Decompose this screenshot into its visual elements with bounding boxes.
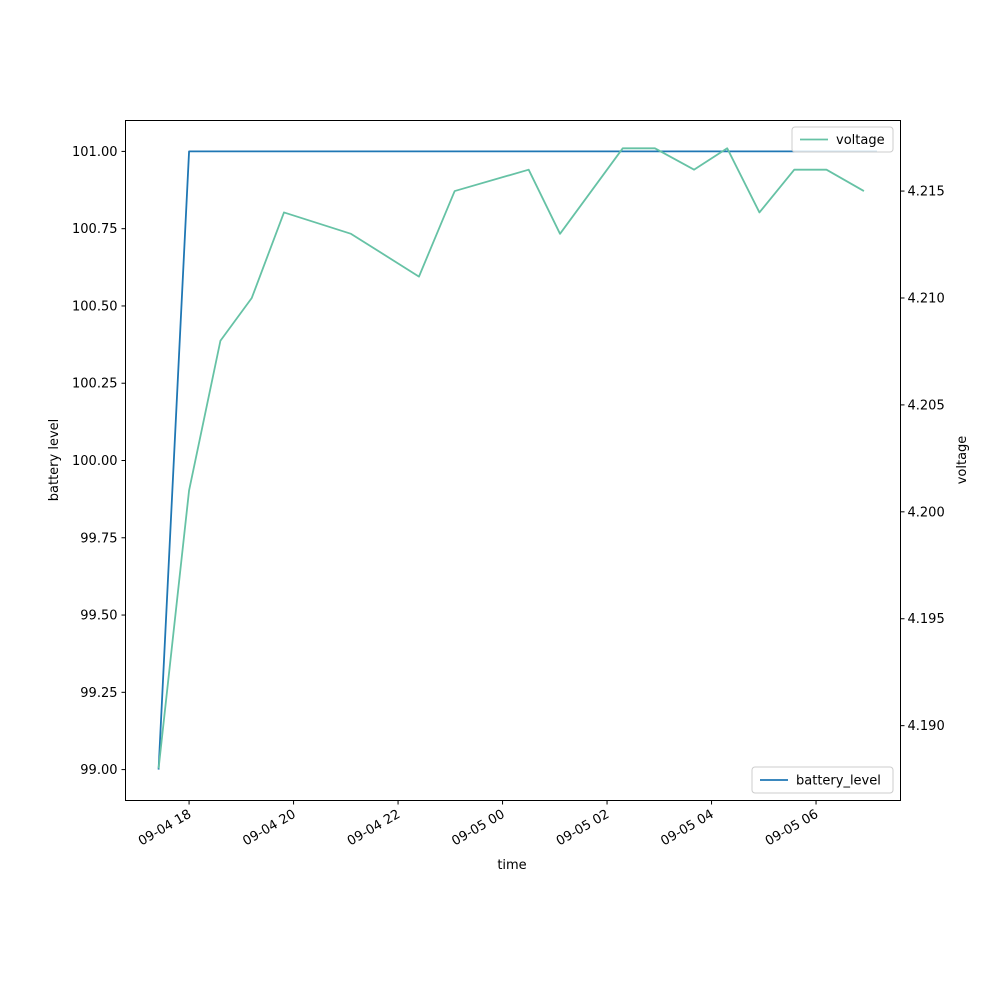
y-left-tick-label: 99.25: [80, 686, 117, 701]
y-axis-right-label: voltage: [955, 436, 970, 485]
y-left-tick-label: 101.00: [72, 145, 118, 160]
plot-frame: [125, 120, 901, 801]
x-tick-label: 09-04 22: [345, 807, 403, 849]
x-tick-label: 09-05 04: [658, 807, 716, 849]
series-line-battery-level: [157, 150, 877, 770]
x-tick-label: 09-04 20: [240, 807, 298, 849]
y-left-tick-label: 100.50: [72, 299, 118, 314]
x-tick-label: 09-04 18: [136, 807, 194, 849]
y-left-tick-label: 100.00: [72, 454, 118, 469]
y-left-tick-label: 100.25: [72, 377, 118, 392]
x-axis-label: time: [497, 858, 526, 873]
y-left-tick-label: 99.75: [80, 531, 117, 546]
legend-label: battery_level: [796, 774, 881, 789]
series-line-voltage: [157, 147, 865, 769]
legend-battery-level: battery_level: [751, 766, 894, 794]
x-tick-label: 09-05 02: [554, 807, 612, 849]
y-left-tick-label: 99.50: [80, 609, 117, 624]
y-axis-left-label: battery level: [47, 419, 62, 502]
x-tick-label: 09-05 06: [763, 807, 821, 849]
legend-box: [751, 766, 894, 794]
y-right-tick-label: 4.215: [908, 185, 945, 200]
y-right-tick-label: 4.190: [908, 719, 945, 734]
legend-box: [791, 126, 894, 153]
x-tick-label: 09-05 00: [449, 807, 507, 849]
y-left-tick-label: 100.75: [72, 222, 118, 237]
legend-voltage: voltage: [791, 126, 894, 153]
y-right-tick-label: 4.205: [908, 398, 945, 413]
y-right-tick-label: 4.210: [908, 291, 945, 306]
y-right-tick-label: 4.200: [908, 505, 945, 520]
y-left-tick-label: 99.00: [80, 763, 117, 778]
y-right-tick-label: 4.195: [908, 612, 945, 627]
legend-label: voltage: [836, 133, 885, 148]
